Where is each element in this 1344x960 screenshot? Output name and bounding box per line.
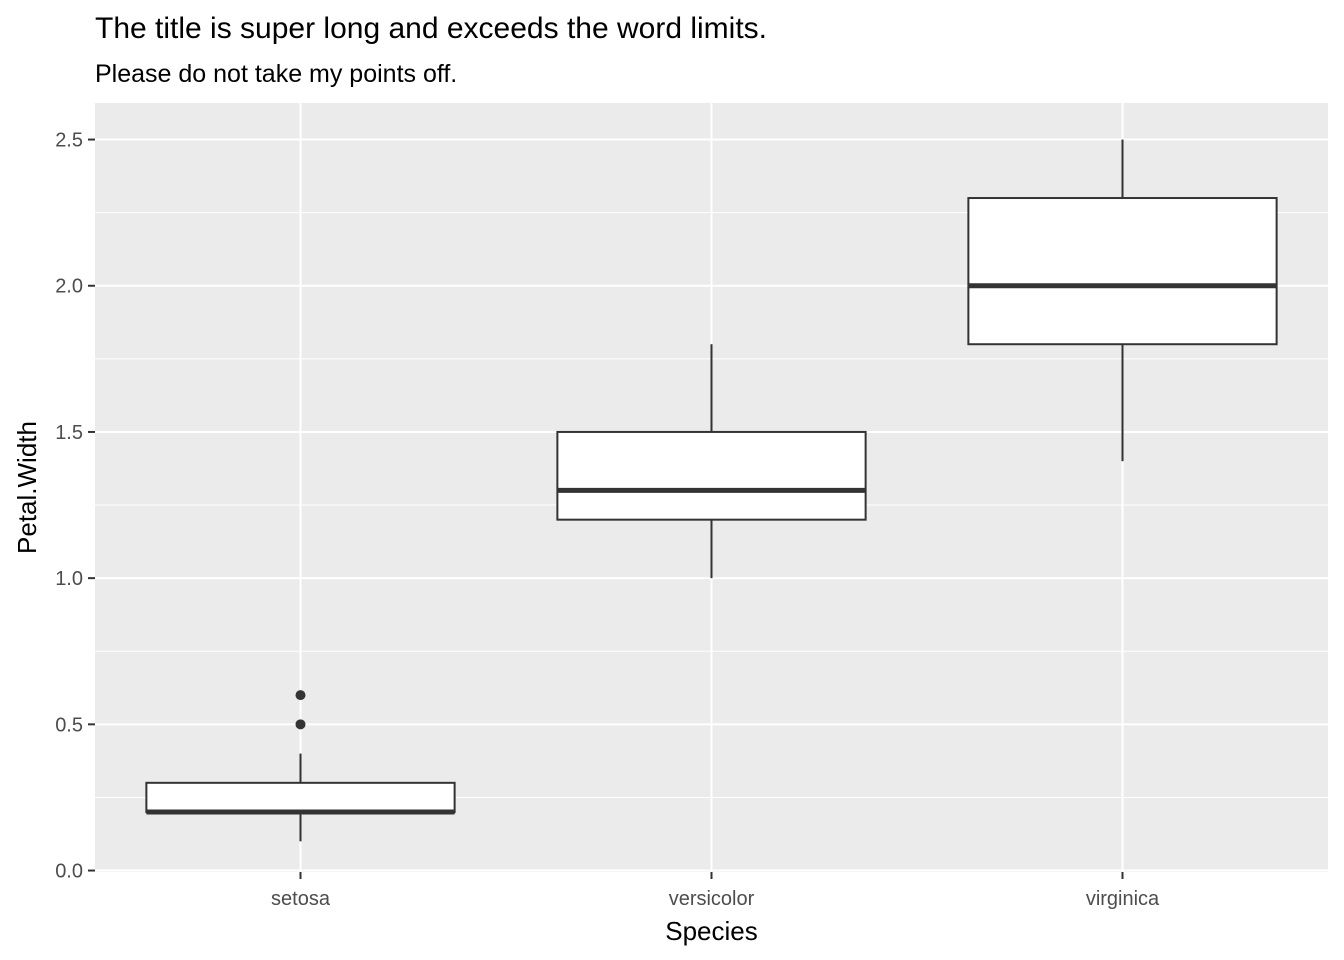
y-axis: 0.0 0.5 1.0 1.5 2.0 2.5: [55, 130, 95, 883]
y-tick-label: 0.5: [55, 714, 83, 736]
box-virginica: [967, 139, 1278, 462]
x-axis: setosa versicolor virginica: [271, 872, 1160, 910]
y-tick-label: 2.0: [55, 276, 83, 298]
chart-subtitle: Please do not take my points off.: [95, 60, 458, 88]
y-tick-label: 0.0: [55, 861, 83, 883]
x-tick-label: setosa: [271, 888, 331, 910]
y-tick-label: 1.0: [55, 568, 83, 590]
outlier-point: [295, 690, 306, 701]
y-tick-label: 2.5: [55, 130, 83, 152]
y-axis-title: Petal.Width: [12, 421, 42, 554]
outlier-point: [295, 719, 306, 730]
x-axis-title: Species: [665, 916, 758, 946]
chart-title: The title is super long and exceeds the …: [95, 12, 767, 45]
box-group: [145, 139, 1278, 842]
box-iqr: [145, 781, 456, 814]
x-tick-label: virginica: [1086, 888, 1160, 910]
box-iqr: [967, 197, 1278, 346]
y-tick-label: 1.5: [55, 422, 83, 444]
box-iqr: [556, 430, 867, 521]
x-tick-label: versicolor: [669, 888, 755, 910]
box-versicolor: [556, 344, 867, 579]
box-setosa: [145, 690, 456, 842]
